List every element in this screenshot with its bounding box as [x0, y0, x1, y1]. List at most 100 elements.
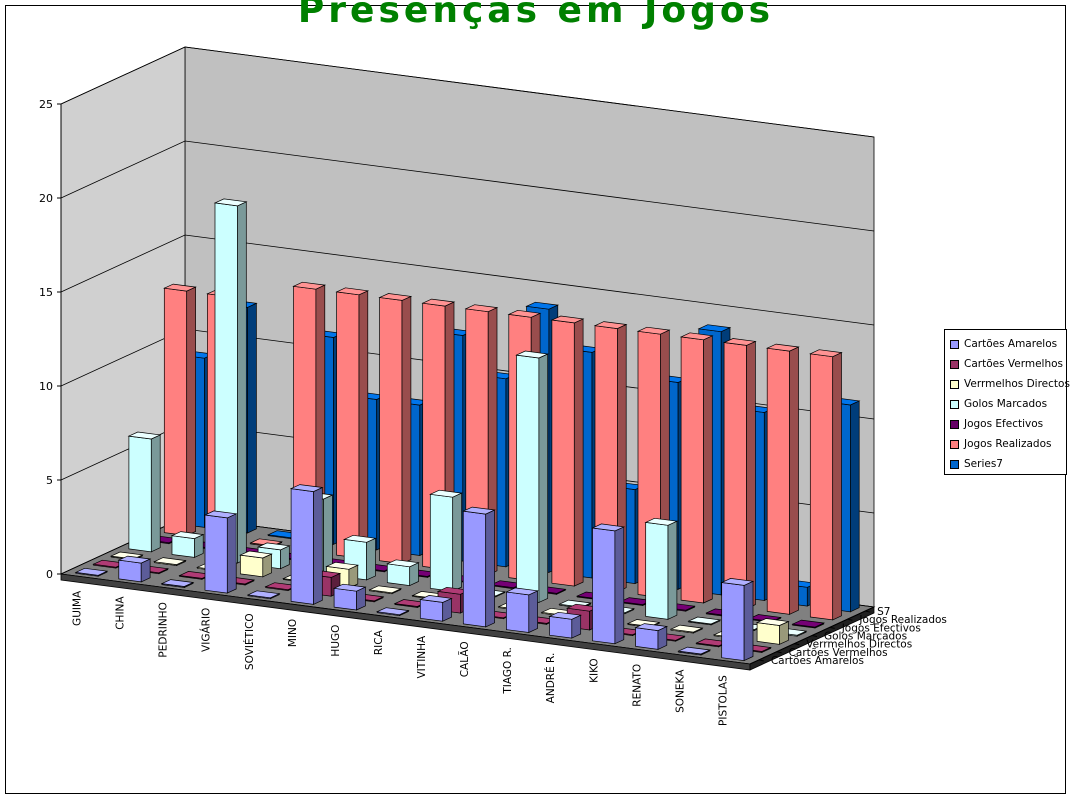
bar — [677, 646, 712, 656]
bar — [429, 489, 463, 592]
series-axis-label: Jogos Realizados — [858, 614, 946, 626]
legend-label: Cartões Vermelhos — [964, 358, 1064, 370]
legend-swatch — [950, 379, 959, 389]
bar — [378, 293, 413, 565]
bar — [368, 585, 403, 595]
bar — [669, 624, 704, 634]
y-tick-label: 10 — [39, 380, 53, 393]
legend-label: Verrmelhos Directos — [964, 378, 1070, 390]
gridline — [60, 140, 875, 232]
series-axis-label: Verrmelhos Directos — [806, 639, 912, 651]
legend-item[interactable]: Jogos Efectivos — [950, 414, 1066, 434]
bars — [74, 198, 861, 662]
y-tick-label: 0 — [46, 568, 53, 581]
bar — [375, 607, 410, 617]
chart-title: Presenças em Jogos — [297, 0, 775, 31]
bar — [342, 534, 377, 581]
bar — [203, 510, 238, 594]
category-label: SOVIÉTICO — [243, 613, 256, 670]
category-label: HUGO — [330, 625, 342, 657]
legend-swatch — [950, 459, 959, 469]
bar — [679, 332, 714, 604]
legend-item[interactable]: Verrmelhos Directos — [950, 374, 1070, 394]
bar — [791, 619, 826, 629]
category-label: PEDRINHO — [158, 602, 170, 657]
bar — [335, 287, 370, 559]
bar — [505, 587, 539, 634]
legend-item[interactable]: Series7 — [950, 454, 1066, 474]
legend-swatch — [950, 339, 959, 349]
chart-3d-plot: 0 5 10 15 20 25 GUIMA CHINA PEDRINHO VIGÁRIO SOVIÉ… — [39, 46, 947, 726]
bar — [332, 583, 367, 611]
legend-label: Jogos Realizados — [964, 438, 1052, 450]
gridline — [60, 234, 875, 326]
bar — [170, 531, 205, 558]
bar — [213, 198, 248, 564]
bar — [720, 578, 755, 662]
depth-tick — [776, 651, 782, 654]
chart-frame: 0 5 10 15 20 25 GUIMA CHINA PEDRINHO VIGÁRIO SOVIÉ… — [5, 0, 1070, 794]
legend-swatch — [950, 399, 959, 409]
bar — [246, 590, 281, 600]
bar — [462, 506, 496, 628]
y-tick-label: 20 — [39, 192, 53, 205]
bar — [386, 559, 420, 587]
category-label: ANDRÉ R. — [544, 653, 557, 704]
legend-item[interactable]: Jogos Realizados — [950, 434, 1066, 454]
legend-label: Cartões Amarelos — [964, 338, 1058, 350]
category-label: PISTOLAS — [717, 675, 729, 726]
y-tick-label: 25 — [39, 98, 53, 111]
category-label: RICA — [373, 629, 385, 655]
legend-swatch — [950, 359, 959, 369]
bar — [755, 618, 790, 645]
bar — [289, 484, 324, 605]
category-label: CHINA — [115, 596, 127, 630]
legend-swatch — [950, 419, 959, 429]
series-axis-label: Jogos Efectivos — [841, 622, 921, 634]
bar — [634, 623, 669, 650]
series-axis-label: Cartões Amarelos — [771, 655, 864, 667]
category-label: VIGÁRIO — [200, 608, 213, 652]
y-tick-label: 15 — [39, 286, 53, 299]
legend-item[interactable]: Cartões Vermelhos — [950, 354, 1066, 374]
depth-tick — [758, 659, 764, 662]
category-label: TIAGO R. — [502, 647, 514, 695]
legend-label: Jogos Efectivos — [964, 418, 1044, 430]
category-label: MINO — [287, 619, 299, 647]
series-axis-label: S7 — [877, 606, 890, 618]
legend-item[interactable]: Cartões Amarelos — [950, 334, 1066, 354]
bar — [550, 315, 585, 587]
category-label: RENATO — [631, 664, 643, 707]
bar — [393, 599, 428, 609]
category-label: CALÃO — [458, 641, 471, 677]
bar — [515, 350, 549, 603]
series-axis-label: Cartões Vermelhos — [789, 647, 888, 659]
category-label: SONEKA — [674, 669, 686, 713]
category-label: KIKO — [588, 658, 600, 683]
bar — [74, 567, 109, 577]
legend-label: Series7 — [964, 458, 1003, 470]
category-label: VITINHA — [416, 635, 428, 679]
y-tick-label: 5 — [46, 474, 53, 487]
category-label: GUIMA — [72, 590, 84, 626]
legend-swatch — [950, 439, 959, 449]
legend-label: Golos Marcados — [964, 398, 1048, 410]
legend-item[interactable]: Golos Marcados — [950, 394, 1066, 414]
depth-tick — [847, 618, 853, 621]
bar — [644, 517, 679, 620]
legend[interactable]: Cartões Amarelos Cartões Vermelhos Verrmel… — [944, 329, 1070, 475]
bar — [548, 611, 582, 639]
depth-tick — [811, 635, 818, 637]
series-axis-label: Golos Marcados — [824, 631, 907, 643]
depth-tick — [865, 610, 871, 613]
bar — [809, 349, 843, 621]
bar — [160, 579, 195, 589]
bar — [722, 338, 757, 610]
bar — [687, 616, 722, 626]
bar — [127, 431, 162, 553]
bar — [419, 595, 453, 622]
depth-tick — [829, 626, 835, 629]
gridline — [60, 46, 875, 138]
bar — [765, 343, 800, 615]
depth-tick — [794, 643, 800, 646]
